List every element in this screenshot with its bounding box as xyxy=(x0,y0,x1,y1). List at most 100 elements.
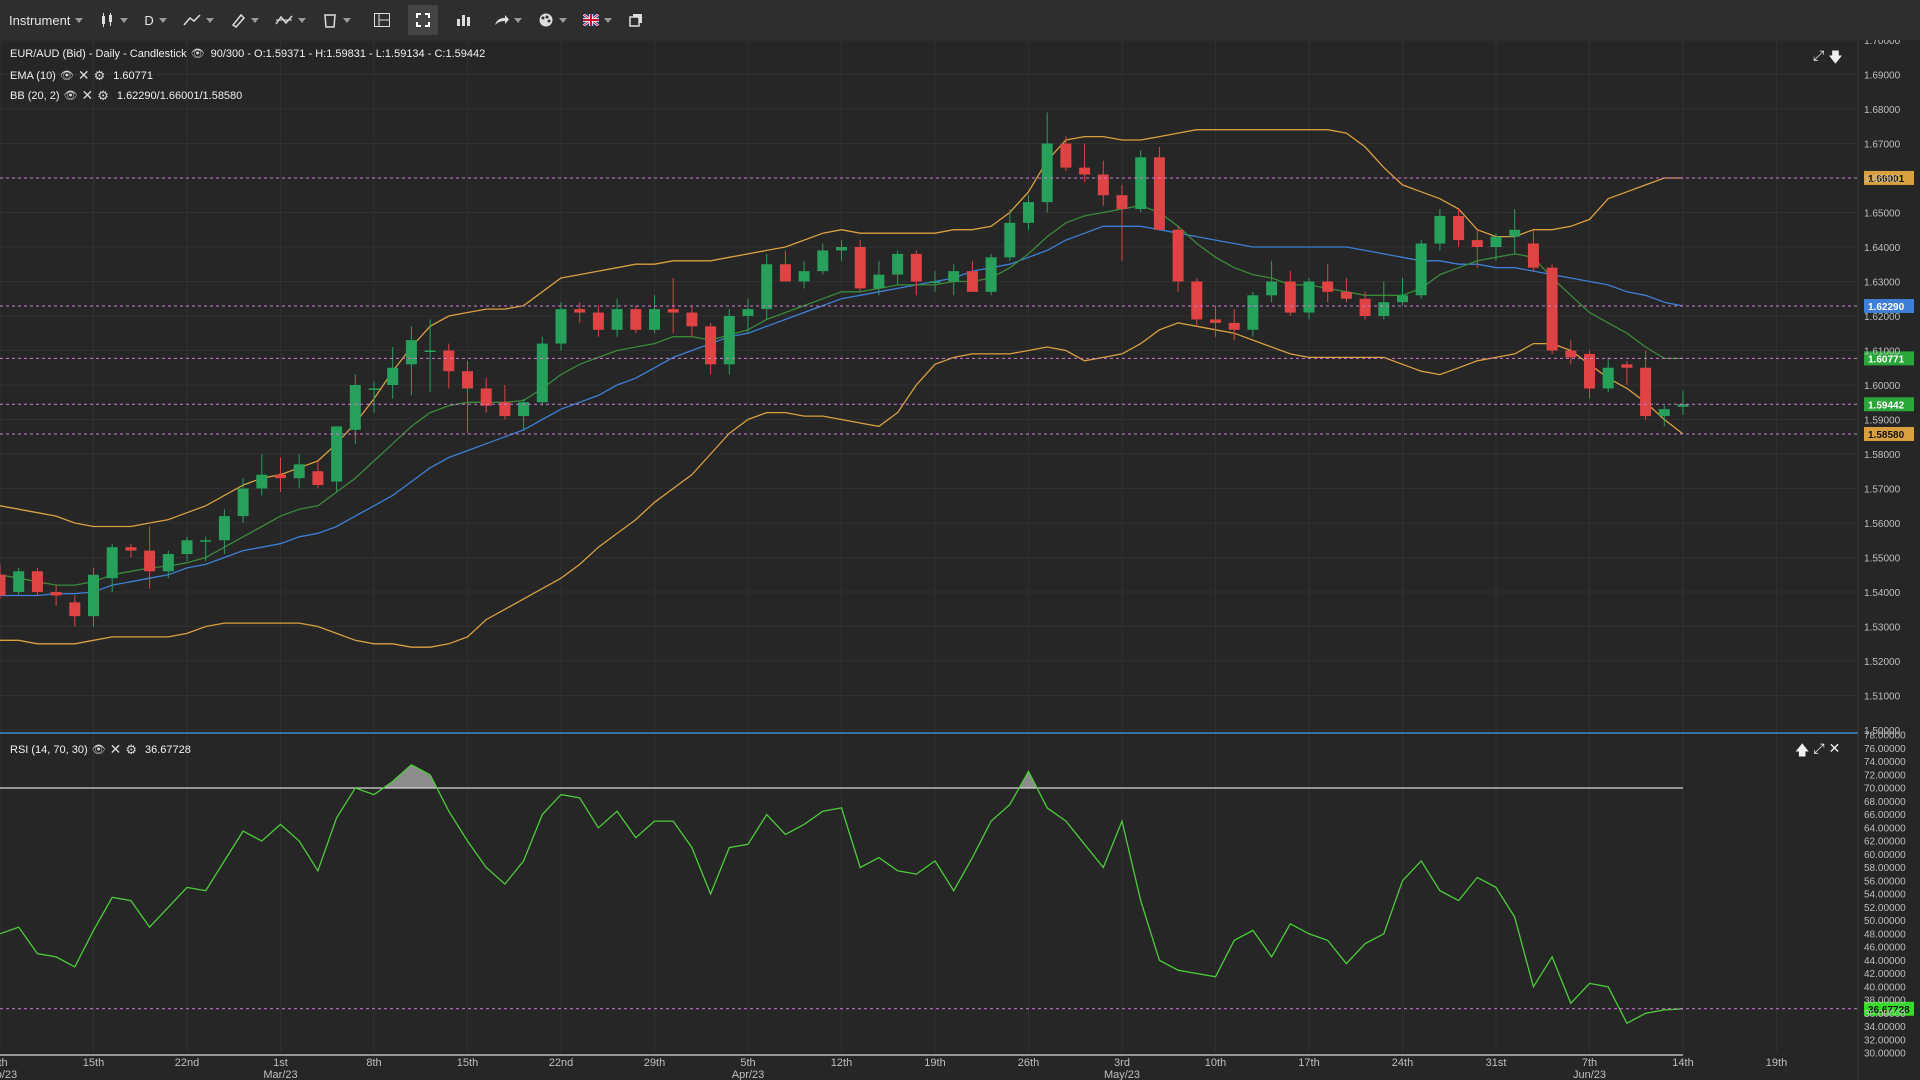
candle[interactable] xyxy=(480,378,492,413)
candle[interactable] xyxy=(1658,405,1670,427)
candle[interactable] xyxy=(1060,136,1072,172)
candle[interactable] xyxy=(1434,209,1446,251)
candle[interactable] xyxy=(574,302,586,323)
chart-type-button[interactable] xyxy=(92,5,135,35)
gear-icon[interactable]: ⚙ xyxy=(125,741,138,757)
candle[interactable] xyxy=(1397,278,1408,306)
candle[interactable] xyxy=(424,319,436,392)
candle[interactable] xyxy=(705,322,717,375)
candle[interactable] xyxy=(723,309,735,375)
candle[interactable] xyxy=(873,260,885,296)
candle[interactable] xyxy=(1228,309,1240,341)
candle[interactable] xyxy=(555,302,567,351)
candle[interactable] xyxy=(1546,264,1558,354)
drawing-tools-button[interactable] xyxy=(223,5,266,35)
candle[interactable] xyxy=(312,460,324,489)
candle[interactable] xyxy=(106,543,118,592)
candle[interactable] xyxy=(1266,260,1278,303)
candle[interactable] xyxy=(69,595,81,627)
candle[interactable] xyxy=(293,454,305,489)
move-up-icon[interactable]: 🡅 xyxy=(1795,742,1810,758)
delete-drawings-button[interactable] xyxy=(315,5,358,35)
candle[interactable] xyxy=(948,264,960,296)
move-down-icon[interactable]: 🡇 xyxy=(1828,49,1843,65)
eye-icon[interactable]: 👁 xyxy=(63,90,78,102)
candle[interactable] xyxy=(1284,271,1296,316)
close-icon[interactable]: ✕ xyxy=(81,87,94,103)
candle[interactable] xyxy=(349,374,361,444)
share-button[interactable] xyxy=(486,5,529,35)
candle[interactable] xyxy=(368,381,380,413)
candle[interactable] xyxy=(1378,281,1390,320)
candle[interactable] xyxy=(237,478,249,523)
candle[interactable] xyxy=(798,260,810,289)
pattern-tools-button[interactable] xyxy=(268,5,313,35)
candle[interactable] xyxy=(499,385,511,420)
eye-icon[interactable]: 👁 xyxy=(190,48,205,60)
candle[interactable] xyxy=(1303,278,1315,320)
candle[interactable] xyxy=(387,347,399,399)
candle[interactable] xyxy=(929,271,941,292)
candle[interactable] xyxy=(13,567,25,596)
candle[interactable] xyxy=(50,585,62,606)
rsi-pane[interactable]: 36.67728 xyxy=(0,764,1914,1056)
candle[interactable] xyxy=(1565,340,1577,365)
timeframe-selector[interactable]: D xyxy=(137,5,173,35)
candle[interactable] xyxy=(910,250,922,296)
candle[interactable] xyxy=(536,336,548,406)
candle[interactable] xyxy=(742,298,754,334)
themes-button[interactable] xyxy=(531,5,574,35)
candle[interactable] xyxy=(256,454,268,496)
candle[interactable] xyxy=(31,567,43,596)
candle[interactable] xyxy=(1453,209,1465,247)
candle[interactable] xyxy=(630,305,642,334)
candle[interactable] xyxy=(1602,357,1614,392)
candle[interactable] xyxy=(1490,233,1502,261)
candle[interactable] xyxy=(200,536,212,561)
candle[interactable] xyxy=(1004,209,1016,261)
candle[interactable] xyxy=(686,305,698,337)
candle[interactable] xyxy=(1640,350,1652,420)
candle[interactable] xyxy=(1509,209,1521,254)
candle[interactable] xyxy=(405,326,417,396)
candle[interactable] xyxy=(1322,264,1334,303)
candle[interactable] xyxy=(1153,146,1165,230)
candle[interactable] xyxy=(443,343,455,389)
candle[interactable] xyxy=(1041,112,1053,213)
expand-icon[interactable]: ⤢ xyxy=(1813,740,1825,756)
candle[interactable] xyxy=(985,253,997,296)
candle[interactable] xyxy=(1527,229,1539,272)
candle[interactable] xyxy=(1621,360,1633,385)
candle[interactable] xyxy=(1340,278,1352,303)
close-icon[interactable]: ✕ xyxy=(77,67,90,83)
candle[interactable] xyxy=(892,250,904,285)
candle[interactable] xyxy=(331,426,343,492)
price-axis[interactable]: 1.50000 1.51000 1.52000 1.53000 1.54000 1.550… xyxy=(1857,40,1901,1080)
close-icon[interactable]: ✕ xyxy=(1828,740,1841,756)
candle[interactable] xyxy=(1172,226,1184,292)
detach-window-button[interactable] xyxy=(621,5,651,35)
instrument-selector[interactable]: Instrument xyxy=(2,5,90,35)
candle[interactable] xyxy=(1677,390,1689,416)
layout-button[interactable] xyxy=(366,5,398,35)
candle[interactable] xyxy=(1359,291,1371,320)
gear-icon[interactable]: ⚙ xyxy=(93,67,106,83)
candle[interactable] xyxy=(836,240,847,261)
candles[interactable] xyxy=(0,112,1689,627)
candle[interactable] xyxy=(462,360,473,434)
candle[interactable] xyxy=(1191,278,1203,327)
candle[interactable] xyxy=(817,243,829,275)
candle[interactable] xyxy=(611,298,623,337)
language-button[interactable] xyxy=(576,5,619,35)
candle[interactable] xyxy=(1415,240,1427,299)
candle[interactable] xyxy=(761,253,773,320)
candle[interactable] xyxy=(854,240,866,292)
expand-icon[interactable]: ⤢ xyxy=(1813,47,1825,63)
candle[interactable] xyxy=(1135,150,1147,213)
candle[interactable] xyxy=(125,543,137,558)
line-tools-button[interactable] xyxy=(176,5,221,35)
candle[interactable] xyxy=(779,250,791,282)
candle[interactable] xyxy=(1023,195,1034,230)
candle[interactable] xyxy=(592,305,604,337)
candle[interactable] xyxy=(1471,229,1483,268)
